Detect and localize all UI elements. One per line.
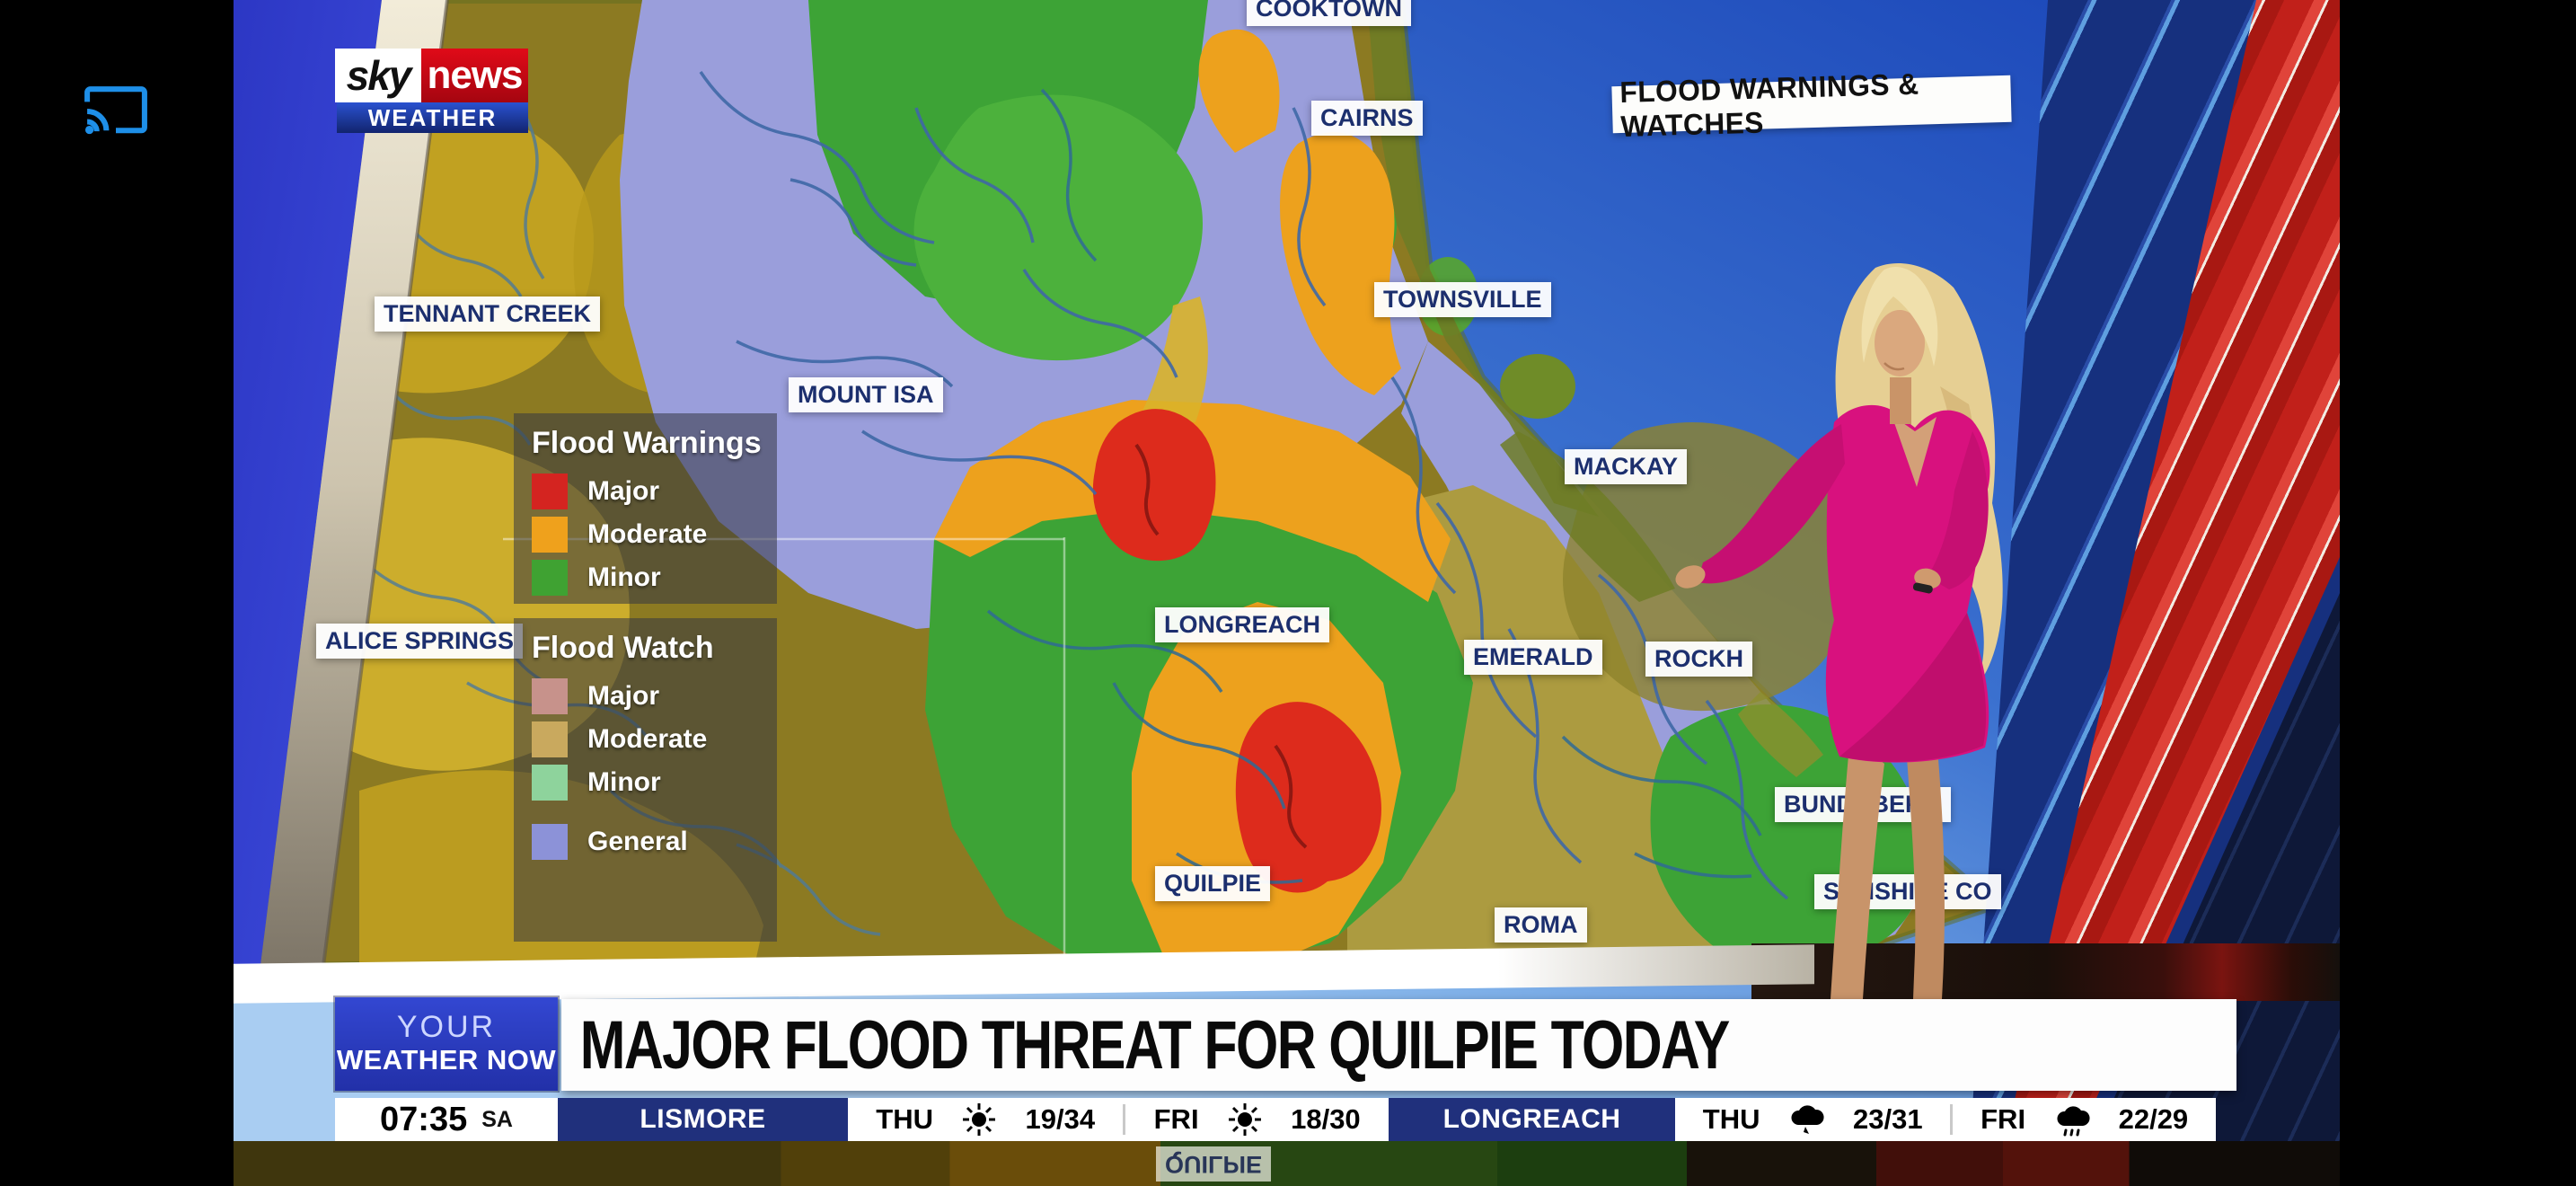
sunny-icon	[961, 1102, 997, 1137]
map-label-roma: ROMA	[1495, 907, 1587, 943]
cast-icon[interactable]	[81, 83, 151, 140]
region-watch-moderate	[1347, 485, 1742, 954]
swatch-warning-moderate	[532, 517, 568, 553]
swatch-watch-minor	[532, 765, 568, 801]
region-moderate-cairns	[1280, 132, 1401, 395]
legend-flood-watch: Flood Watch Major Moderate Minor General	[514, 618, 777, 942]
legend-row-warning-minor: Minor	[532, 560, 777, 596]
weather-presenter	[1675, 263, 2003, 999]
swatch-watch-major	[532, 678, 568, 714]
legend-row-watch-major: Major	[532, 678, 777, 714]
ticker-forecast-longreach: THU 23/31 FRI 22/29	[1675, 1098, 2216, 1141]
legend-row-watch-general: General	[532, 824, 777, 860]
headline-text: MAJOR FLOOD THREAT FOR QUILPIE TODAY	[579, 1006, 1731, 1084]
map-label-mackay: MACKAY	[1565, 449, 1688, 484]
sky-logo-news: news	[421, 49, 528, 102]
legend-row-warning-major: Major	[532, 474, 777, 509]
legend-warnings-title: Flood Warnings	[532, 426, 762, 460]
clock: 07:35	[380, 1100, 468, 1138]
swatch-watch-general	[532, 824, 568, 860]
map-label-emerald: EMERALD	[1464, 640, 1602, 675]
map-label-longreach: LONGREACH	[1155, 607, 1329, 642]
legend-row-watch-minor: Minor	[532, 765, 777, 801]
legend-row-watch-moderate: Moderate	[532, 721, 777, 757]
ticker-city-lismore: LISMORE	[558, 1098, 848, 1141]
map-label-quilpie: QUILPIE	[1155, 866, 1271, 901]
floor-reflection	[234, 1141, 2340, 1186]
timezone: SA	[481, 1106, 513, 1132]
video-frame[interactable]: COOKTOWN CAIRNS TOWNSVILLE MACKAY TENNAN…	[234, 0, 2340, 1186]
showers-icon	[2053, 1102, 2091, 1137]
legend-row-warning-moderate: Moderate	[532, 517, 777, 553]
map-label-rockhampton: ROCKH	[1645, 642, 1752, 677]
forecast-ticker: 07:35 SA LISMORE THU 19/34 FRI	[335, 1098, 2216, 1141]
headline-banner: MAJOR FLOOD THREAT FOR QUILPIE TODAY	[561, 999, 2236, 1091]
rain-icon	[1787, 1102, 1825, 1137]
map-label-alice-springs: ALICE SPRINGS	[316, 624, 524, 659]
sky-logo-weather: WEATHER	[337, 102, 528, 133]
sky-news-weather-logo: sky news WEATHER	[335, 49, 528, 133]
studio-wall-left	[234, 0, 382, 966]
map-label-mount-isa: MOUNT ISA	[789, 377, 943, 412]
reflection-quilpie-label: QUILPIE	[1156, 1146, 1272, 1182]
sky-logo-sky: sky	[335, 49, 421, 102]
swatch-warning-major	[532, 474, 568, 509]
region-major-2	[1235, 702, 1381, 893]
title-bar: FLOOD WARNINGS & WATCHES	[1611, 67, 2012, 143]
wall-frame-edge	[260, 0, 447, 966]
map-label-townsville: TOWNSVILLE	[1374, 282, 1551, 317]
map-label-cairns: CAIRNS	[1311, 101, 1423, 136]
map-label-cooktown: COOKTOWN	[1247, 0, 1411, 26]
map-label-tennant-creek: TENNANT CREEK	[375, 296, 601, 332]
your-weather-now-badge: YOUR WEATHER NOW	[335, 997, 558, 1091]
legend-watch-title: Flood Watch	[532, 631, 714, 665]
swatch-warning-minor	[532, 560, 568, 596]
ticker-city-longreach: LONGREACH	[1389, 1098, 1675, 1141]
ticker-time: 07:35 SA	[335, 1098, 558, 1141]
ticker-forecast-lismore: THU 19/34 FRI	[848, 1098, 1389, 1141]
swatch-watch-moderate	[532, 721, 568, 757]
sunny-icon	[1227, 1102, 1263, 1137]
title-bar-text: FLOOD WARNINGS & WATCHES	[1619, 66, 1920, 143]
region-major-1	[1092, 409, 1216, 562]
legend-flood-warnings: Flood Warnings Major Moderate Minor	[514, 413, 777, 604]
